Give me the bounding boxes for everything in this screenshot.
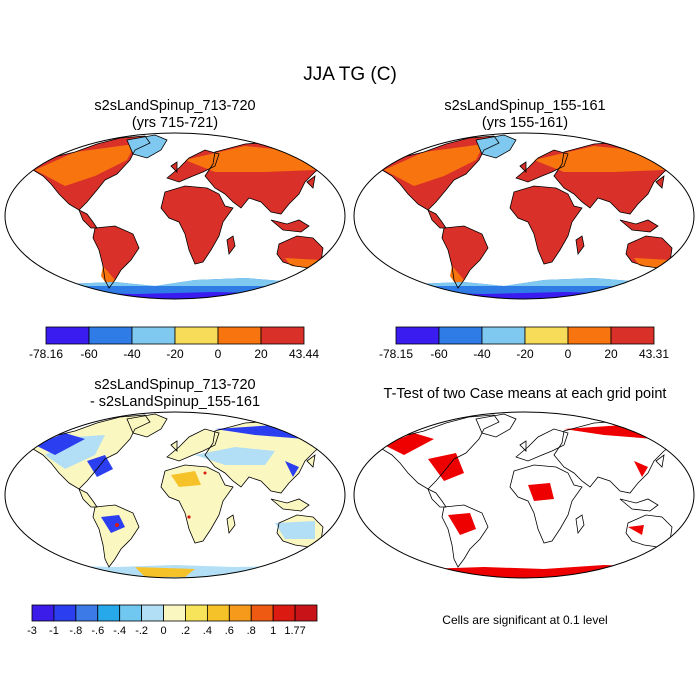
cb3-tick-label: 1.77: [284, 625, 305, 637]
cb3-swatch: [53, 604, 77, 622]
cb2-swatch: [567, 326, 612, 345]
cb3-tick-label: -3: [27, 625, 37, 637]
cb3-tick-label: .8: [247, 625, 256, 637]
cb1-tick-label: -40: [123, 347, 141, 361]
map-panel-2: [353, 132, 695, 300]
map-panel-3: [4, 411, 346, 579]
cb2-swatch: [438, 326, 483, 345]
colorbar-3: -3 -1 -.8 -.6 -.4 -.2 0 .2 .4 .6 .8 1 1.77: [27, 604, 318, 637]
cb1-swatch: [88, 326, 133, 345]
cb2-swatch: [524, 326, 569, 345]
cb2-tick-label: -78.15: [379, 347, 413, 361]
panel1-title: s2sLandSpinup_713-720 (yrs 715-721): [10, 98, 340, 132]
cb3-tick-label: -.4: [113, 625, 126, 637]
cb3-tick-label: .4: [203, 625, 212, 637]
figure-title: JJA TG (C): [303, 64, 397, 85]
cb3-swatch: [75, 604, 99, 622]
colorbar-1: -78.16 -60 -40 -20 0 20 43.44: [29, 326, 319, 361]
cb1-tick-label: -20: [166, 347, 184, 361]
panel4-title: T-Test of two Case means at each grid po…: [350, 386, 700, 403]
cb1-tick-label: 0: [215, 347, 222, 361]
panel3-title: s2sLandSpinup_713-720 - s2sLandSpinup_15…: [10, 377, 340, 411]
panel1-title-line2: (yrs 715-721): [131, 115, 219, 131]
map-border-3: [4, 411, 346, 579]
cb3-swatch: [294, 604, 318, 622]
cb2-swatch: [395, 326, 440, 345]
panel2-title-line1: s2sLandSpinup_155-161: [444, 98, 606, 114]
cb3-tick-label: -1: [49, 625, 59, 637]
cb1-tick-label: 43.44: [289, 347, 319, 361]
cb3-swatch: [250, 604, 274, 622]
cb3-tick-label: -.2: [135, 625, 148, 637]
cb3-swatch: [272, 604, 296, 622]
cb3-swatch: [163, 604, 186, 622]
cb3-swatch: [206, 604, 230, 622]
significance-note: Cells are significant at 0.1 level: [442, 613, 608, 627]
cb3-tick-label: -.6: [91, 625, 104, 637]
cb3-tick-label: 1: [270, 625, 276, 637]
cb3-swatch: [31, 604, 55, 622]
cb1-swatch: [45, 326, 90, 345]
panel2-title-line2: (yrs 155-161): [481, 115, 569, 131]
cb2-tick-label: -60: [430, 347, 448, 361]
cb3-swatch: [119, 604, 143, 622]
cb3-tick-label: -.8: [69, 625, 82, 637]
cb1-swatch: [217, 326, 262, 345]
panel2-title: s2sLandSpinup_155-161 (yrs 155-161): [360, 98, 690, 132]
cb3-tick-label: .2: [181, 625, 190, 637]
map-border-1: [4, 132, 346, 300]
panel3-title-line1: s2sLandSpinup_713-720: [94, 377, 256, 393]
antarctica-edge-2: [354, 276, 694, 286]
colorbar-2: -78.15 -60 -40 -20 0 20 43.31: [379, 326, 669, 361]
cb3-swatch: [141, 604, 164, 622]
panel1-title-line1: s2sLandSpinup_713-720: [94, 98, 256, 114]
cb1-swatch: [174, 326, 219, 345]
map-border-2: [353, 132, 695, 300]
cb1-tick-label: -78.16: [29, 347, 63, 361]
map-border-4: [353, 411, 695, 579]
diff-hot-spots: [115, 471, 207, 527]
cb2-tick-label: -20: [516, 347, 534, 361]
cb1-tick-label: -60: [80, 347, 98, 361]
cb3-swatch: [185, 604, 208, 622]
map-panel-1: [4, 132, 346, 300]
cb2-swatch: [610, 326, 655, 345]
cb3-tick-label: .6: [225, 625, 234, 637]
cb2-tick-label: 0: [565, 347, 572, 361]
cb2-tick-label: 20: [604, 347, 618, 361]
cb2-swatch: [481, 326, 526, 345]
cb1-swatch: [131, 326, 176, 345]
cb2-tick-label: 43.31: [639, 347, 669, 361]
panel3-title-line2: - s2sLandSpinup_155-161: [89, 394, 261, 410]
cb3-swatch: [97, 604, 121, 622]
cb3-tick-label: 0: [160, 625, 166, 637]
diff-warm-patches: [135, 471, 201, 577]
antarctica-edge-1: [5, 276, 345, 286]
cb1-tick-label: 20: [254, 347, 268, 361]
cb3-swatch: [228, 604, 252, 622]
cb2-tick-label: -40: [473, 347, 491, 361]
panel4-title-line1: T-Test of two Case means at each grid po…: [383, 386, 667, 402]
map-panel-4: [353, 411, 695, 579]
cb1-swatch: [260, 326, 305, 345]
